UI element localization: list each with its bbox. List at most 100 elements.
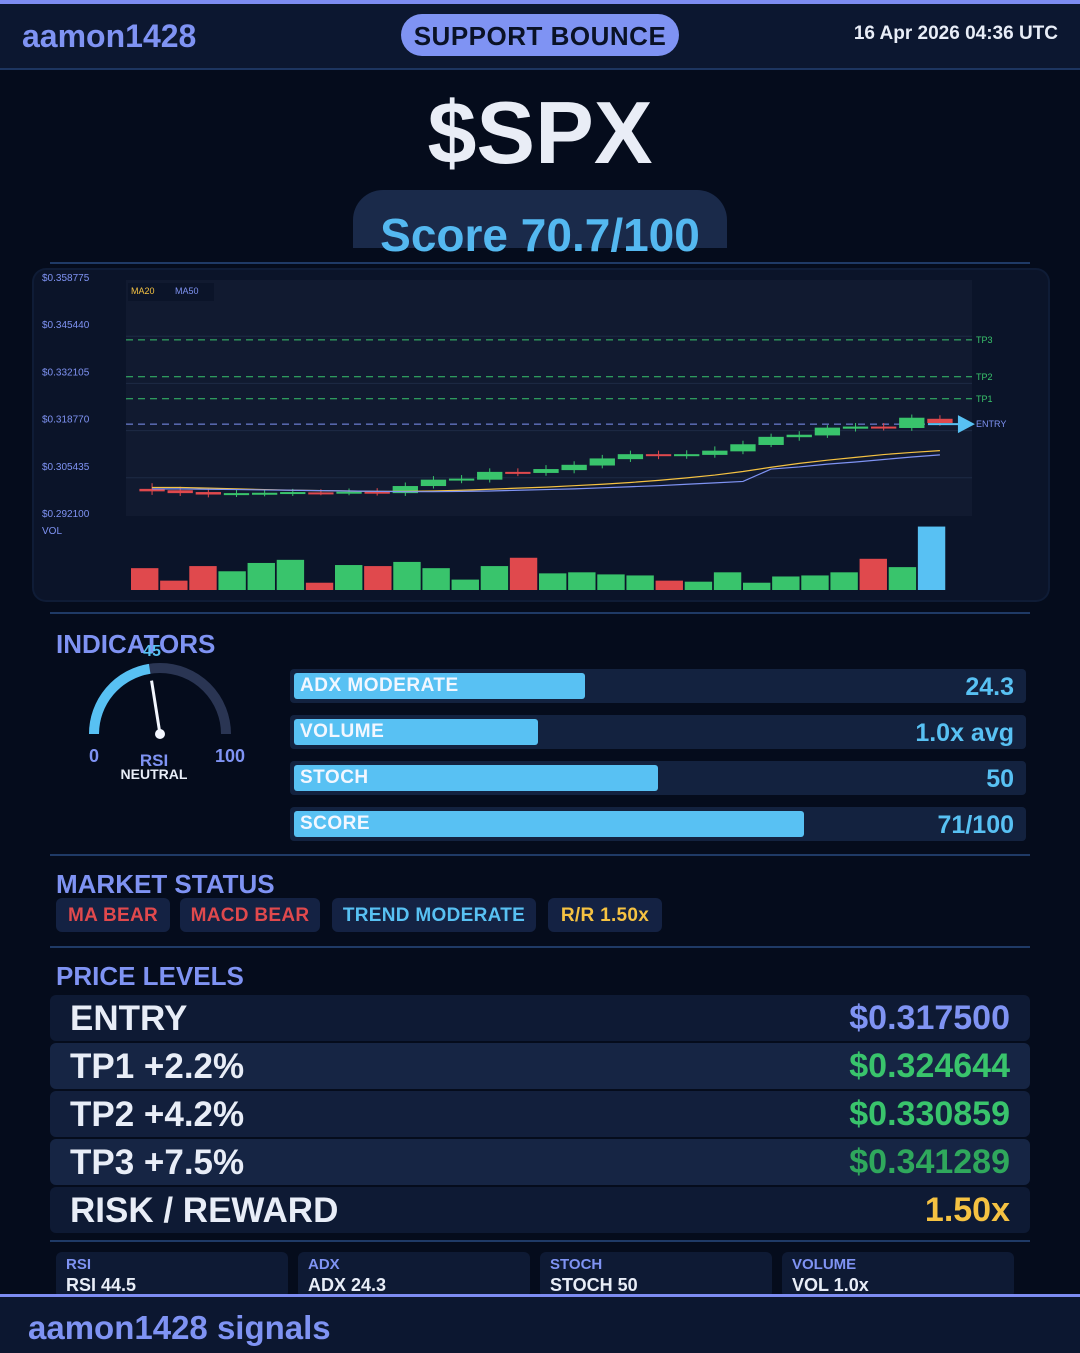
- volume-bar: [684, 581, 713, 590]
- indicator-bar-track: VOLUME 1.0x avg: [290, 715, 1026, 749]
- indicator-bar-label: VOLUME: [300, 721, 385, 742]
- brand-name: aamon1428: [22, 18, 197, 54]
- score-box: [353, 190, 727, 248]
- candle-body: [251, 492, 278, 495]
- volume-bar: [247, 562, 275, 590]
- candle-body: [477, 471, 503, 480]
- y-tick-label: $0.358775: [42, 273, 90, 284]
- volume-bar: [568, 572, 596, 590]
- candle-body: [617, 454, 644, 460]
- volume-bar: [509, 557, 538, 590]
- indicators-title: INDICATORS: [56, 629, 216, 659]
- level-label: ENTRY: [976, 419, 1006, 429]
- divider: [50, 946, 1030, 948]
- level-label: TP2: [976, 372, 993, 382]
- price-level-value: $0.317500: [849, 999, 1010, 1037]
- rsi-needle: [150, 680, 162, 735]
- price-level-row: TP3 +7.5% $0.341289: [50, 1139, 1030, 1185]
- legend-label: MA50: [175, 286, 199, 296]
- divider: [50, 1240, 1030, 1242]
- indicator-bar-value: 24.3: [965, 673, 1014, 701]
- candle-body: [899, 417, 925, 428]
- candle-body: [167, 490, 193, 494]
- candle-body: [139, 488, 165, 492]
- divider: [50, 854, 1030, 856]
- candle-body: [420, 479, 447, 487]
- indicator-bar-fill: [294, 673, 585, 699]
- legend-label: MA20: [131, 286, 155, 296]
- rsi-needle-hub: [155, 729, 165, 739]
- candle-body: [674, 454, 700, 457]
- volume-bar: [393, 561, 421, 590]
- price-level-value: $0.341289: [849, 1143, 1010, 1181]
- volume-bar: [305, 582, 334, 590]
- level-label: TP3: [976, 335, 993, 345]
- volume-bar: [189, 566, 217, 590]
- volume-label: VOL: [42, 526, 62, 537]
- indicator-bar-label: SCORE: [300, 813, 371, 834]
- price-level-label: TP1 +2.2%: [70, 1047, 245, 1086]
- volume-bar: [539, 573, 567, 590]
- summary-card: RSI RSI 44.5: [56, 1252, 288, 1298]
- candle-body: [448, 478, 475, 481]
- volume-bar: [888, 567, 917, 590]
- summary-card-title: STOCH: [550, 1256, 603, 1273]
- plot-area: [126, 280, 972, 516]
- candle-body: [336, 491, 362, 494]
- price-level-value: 1.50x: [924, 1191, 1010, 1229]
- volume-bar: [597, 574, 625, 590]
- y-tick-label: $0.318770: [42, 415, 90, 426]
- candle-body: [308, 492, 334, 495]
- y-tick-label: $0.292100: [42, 509, 90, 520]
- summary-card: STOCH STOCH 50: [540, 1252, 772, 1298]
- divider: [50, 262, 1030, 264]
- volume-bar: [480, 566, 509, 590]
- price-chart-panel: $0.358775 $0.345440 $0.332105 $0.318770 $0.3…: [34, 270, 1048, 600]
- summary-card-title: VOLUME: [792, 1256, 857, 1273]
- price-level-value: $0.324644: [849, 1047, 1010, 1085]
- price-level-row: TP1 +2.2% $0.324644: [50, 1043, 1030, 1089]
- y-tick-label: $0.305435: [42, 462, 90, 473]
- volume-bar: [276, 559, 305, 590]
- candle-body: [561, 464, 587, 471]
- candle-body: [842, 426, 869, 429]
- chart-legend: [128, 283, 214, 301]
- indicator-bar-value: 50: [986, 765, 1014, 793]
- score-text: Score 70.7/100: [380, 209, 700, 261]
- candle-body: [645, 454, 672, 457]
- indicator-bar-label: STOCH: [300, 767, 369, 788]
- indicator-bar-track: SCORE 71/100: [290, 807, 1026, 841]
- pattern-pill: SUPPORT BOUNCE: [401, 14, 679, 56]
- indicator-bar-track: ADX MODERATE 24.3: [290, 669, 1026, 703]
- rsi-value: 45: [143, 643, 161, 660]
- rsi-state: NEUTRAL: [121, 766, 188, 782]
- summary-card: VOLUME VOL 1.0x: [782, 1252, 1014, 1298]
- level-label: TP1: [976, 394, 993, 404]
- volume-bar: [743, 582, 771, 590]
- price-level-row: ENTRY $0.317500: [50, 995, 1030, 1041]
- price-level-row: RISK / REWARD 1.50x: [50, 1187, 1030, 1233]
- price-level-row: TP2 +4.2% $0.330859: [50, 1091, 1030, 1137]
- price-level-label: RISK / REWARD: [70, 1191, 339, 1230]
- rsi-max: 100: [215, 746, 245, 766]
- volume-bar: [335, 565, 363, 590]
- candle-body: [758, 436, 784, 445]
- price-level-label: TP3 +7.5%: [70, 1143, 245, 1182]
- price-level-label: ENTRY: [70, 999, 188, 1038]
- status-badge: MACD BEAR: [180, 898, 320, 932]
- volume-bar: [801, 575, 829, 590]
- status-badge: TREND MODERATE: [332, 898, 536, 932]
- rsi-arc: [89, 663, 151, 735]
- candle-body: [364, 491, 390, 494]
- price-level-value: $0.330859: [849, 1095, 1010, 1133]
- volume-bar: [364, 566, 392, 590]
- volume-bar: [830, 572, 858, 590]
- volume-bar: [859, 558, 887, 590]
- indicator-bar-track: STOCH 50: [290, 761, 1026, 795]
- candle-body: [927, 418, 953, 424]
- summary-card-value: RSI 44.5: [66, 1275, 137, 1295]
- status-badge: MA BEAR: [56, 898, 170, 932]
- volume-bar: [772, 576, 800, 590]
- volume-bar: [131, 568, 159, 590]
